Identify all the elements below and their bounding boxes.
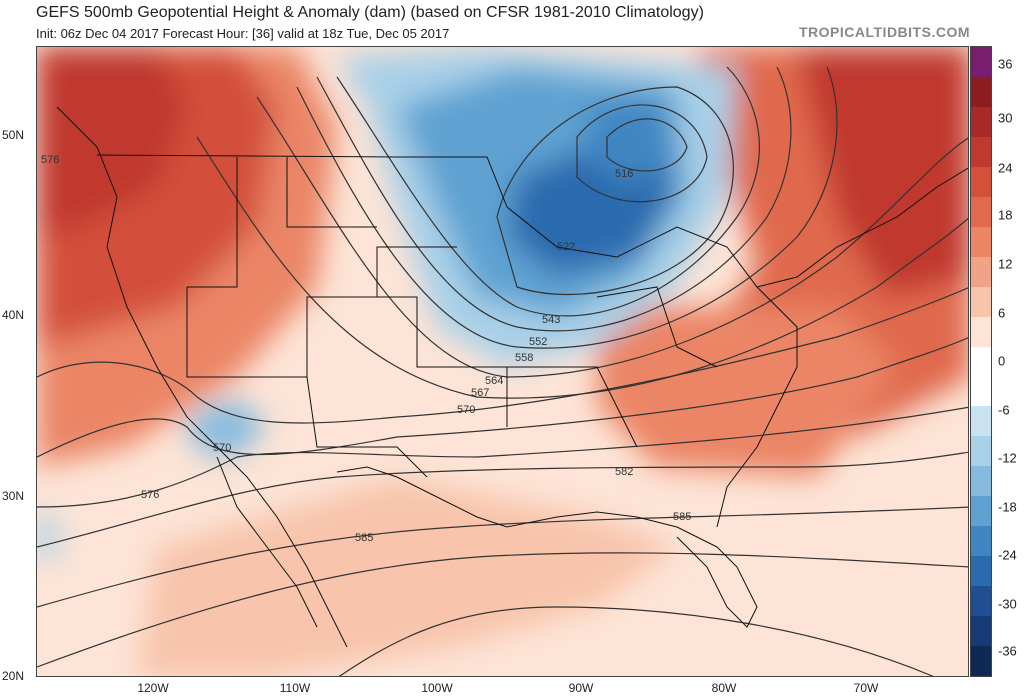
site-credit: TROPICALTIDBITS.COM: [798, 24, 970, 40]
contour-label: 552: [529, 336, 547, 348]
lon-label-100w: 100W: [421, 681, 453, 695]
colorbar-segment: [971, 76, 991, 108]
contour-label: 564: [485, 375, 503, 387]
colorbar-segment: [971, 526, 991, 557]
colorbar-segment: [971, 106, 991, 138]
lat-label-50n: 50N: [2, 128, 25, 142]
anomaly-shading: [37, 47, 968, 676]
colorbar-label: -24: [998, 547, 1017, 563]
colorbar-segment: [971, 556, 991, 587]
colorbar-segment: [971, 466, 991, 497]
contour-label: 585: [355, 532, 373, 544]
colorbar-label: 30: [998, 110, 1013, 126]
colorbar-segment: [971, 376, 991, 407]
colorbar-segment: [971, 316, 991, 347]
colorbar-segment: [971, 226, 991, 258]
colorbar-segment: [971, 256, 991, 288]
colorbar: [970, 46, 992, 677]
contour-label: 522: [557, 241, 575, 253]
contour-label: 558: [515, 352, 533, 364]
lat-label-40n: 40N: [2, 308, 25, 322]
contour-label: 543: [542, 314, 560, 326]
colorbar-label: -12: [998, 450, 1017, 466]
contour-label: 576: [41, 154, 59, 166]
lon-label-70w: 70W: [853, 681, 879, 695]
colorbar-label: -36: [998, 643, 1017, 659]
colorbar-segment: [971, 136, 991, 168]
contour-label: 585: [673, 511, 691, 523]
colorbar-segment: [971, 646, 991, 677]
colorbar-segment: [971, 436, 991, 467]
contour-label: 516: [615, 168, 633, 180]
lon-label-90w: 90W: [568, 681, 594, 695]
colorbar-label: -18: [998, 499, 1017, 515]
contour-labels: 576 516 522 543 552 558 564 567 570 570 …: [41, 154, 691, 544]
colorbar-label: 36: [998, 56, 1013, 72]
colorbar-segment: [971, 406, 991, 437]
lat-label-30n: 30N: [2, 489, 25, 503]
colorbar-segment: [971, 346, 991, 377]
colorbar-label: 24: [998, 160, 1013, 176]
colorbar-segment: [971, 496, 991, 527]
colorbar-label: -30: [998, 596, 1017, 612]
chart-subtitle: Init: 06z Dec 04 2017 Forecast Hour: [36…: [36, 26, 450, 41]
colorbar-label: 12: [998, 256, 1013, 272]
coastlines-and-borders: [56, 106, 968, 648]
colorbar-label: 0: [998, 353, 1006, 369]
contour-label: 567: [471, 387, 489, 399]
lat-label-20n: 20N: [2, 669, 25, 683]
contour-label: 576: [141, 489, 159, 501]
contour-label: 570: [213, 442, 231, 454]
colorbar-segment: [971, 616, 991, 647]
lon-label-110w: 110W: [279, 681, 311, 695]
colorbar-label: 6: [998, 305, 1006, 321]
chart-header: GEFS 500mb Geopotential Height & Anomaly…: [0, 0, 1024, 46]
map-canvas: 576 516 522 543 552 558 564 567 570 570 …: [37, 47, 968, 676]
colorbar-segment: [971, 47, 991, 78]
lon-label-80w: 80W: [711, 681, 737, 695]
colorbar-segment: [971, 196, 991, 228]
colorbar-segment: [971, 286, 991, 318]
colorbar-label: 18: [998, 207, 1013, 223]
colorbar-segment: [971, 586, 991, 617]
chart-title: GEFS 500mb Geopotential Height & Anomaly…: [36, 4, 704, 21]
lon-label-120w: 120W: [137, 681, 169, 695]
colorbar-segment: [971, 166, 991, 198]
colorbar-label: -6: [998, 402, 1010, 418]
contour-label: 570: [457, 404, 475, 416]
contour-label: 582: [615, 466, 633, 478]
map-panel: 576 516 522 543 552 558 564 567 570 570 …: [36, 46, 969, 677]
